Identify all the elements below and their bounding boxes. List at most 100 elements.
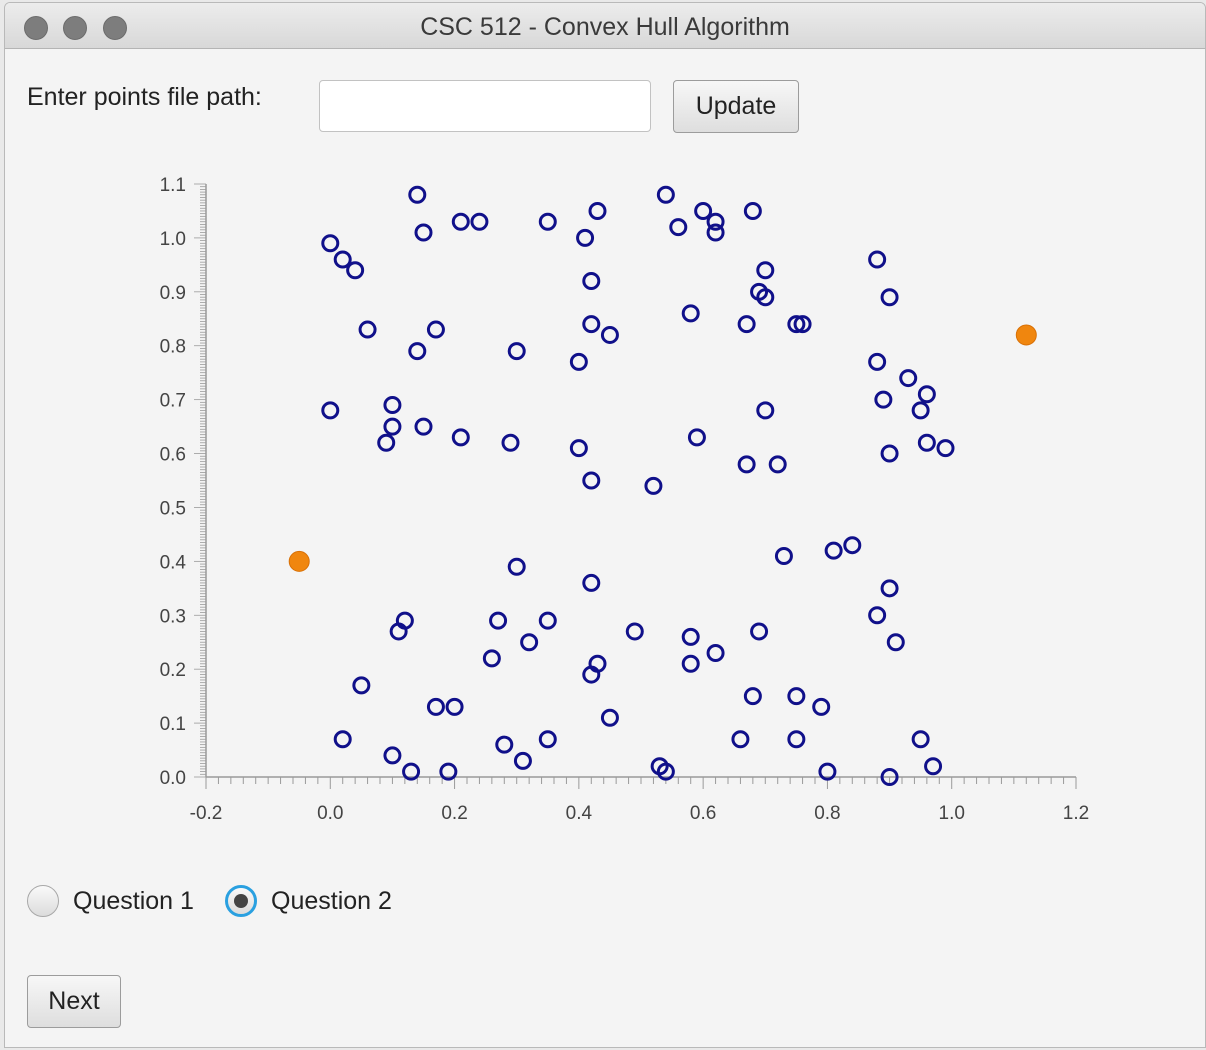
data-point	[743, 201, 762, 220]
x-tick-label: 0.4	[566, 803, 593, 824]
question-2-radio[interactable]	[225, 885, 257, 917]
y-tick-label: 0.6	[160, 445, 186, 466]
data-point	[706, 644, 725, 663]
data-point	[414, 223, 433, 242]
y-tick-label: 0.0	[160, 768, 186, 789]
data-point	[756, 401, 775, 420]
data-point	[818, 762, 837, 781]
data-point	[911, 401, 930, 420]
scatter-chart: -0.2 0.0 0.2 0.4 0.6 0.8 1.0 1.20.00.10.20.30.4…	[160, 175, 1090, 824]
data-point	[824, 541, 843, 560]
data-point	[768, 455, 787, 474]
close-window-icon[interactable]	[24, 16, 48, 40]
data-point	[513, 751, 532, 770]
question-1-radio[interactable]	[27, 885, 59, 917]
data-point	[582, 665, 601, 684]
data-point	[924, 757, 943, 776]
data-point	[352, 676, 371, 695]
data-point	[333, 730, 352, 749]
data-point	[917, 433, 936, 452]
x-tick-label: 0.0	[317, 803, 343, 824]
data-point	[377, 433, 396, 452]
y-tick-label: 0.7	[160, 391, 186, 412]
data-point	[737, 455, 756, 474]
data-point	[936, 439, 955, 458]
data-point	[737, 315, 756, 334]
data-point	[426, 320, 445, 339]
data-point	[880, 579, 899, 598]
path-input[interactable]	[319, 80, 651, 132]
data-point	[669, 218, 688, 237]
data-point	[495, 735, 514, 754]
data-point	[644, 476, 663, 495]
data-point	[582, 272, 601, 291]
data-point	[482, 649, 501, 668]
data-point	[321, 234, 340, 253]
x-tick-label: 0.6	[690, 803, 716, 824]
data-point	[656, 762, 675, 781]
data-point	[681, 654, 700, 673]
data-point	[899, 369, 918, 388]
data-point	[874, 390, 893, 409]
data-point	[706, 223, 725, 242]
data-point	[445, 697, 464, 716]
data-point	[576, 228, 595, 247]
data-point	[439, 762, 458, 781]
hull-point	[288, 550, 310, 572]
data-point	[812, 697, 831, 716]
data-point	[787, 315, 806, 334]
data-point	[414, 417, 433, 436]
y-tick-label: 0.5	[160, 498, 186, 519]
update-button[interactable]: Update	[673, 80, 799, 133]
y-tick-label: 0.8	[160, 337, 186, 358]
data-point	[489, 611, 508, 630]
data-point	[383, 396, 402, 415]
data-point	[687, 428, 706, 447]
next-button[interactable]: Next	[27, 975, 121, 1028]
y-tick-label: 1.0	[160, 229, 186, 250]
data-point	[408, 342, 427, 361]
y-tick-label: 0.1	[160, 714, 186, 735]
data-point	[582, 315, 601, 334]
hull-point	[1015, 324, 1037, 346]
y-tick-label: 1.1	[160, 175, 186, 196]
data-point	[333, 250, 352, 269]
data-point	[426, 697, 445, 716]
radio-selected-dot	[234, 894, 248, 908]
question-1-option[interactable]: Question 1	[27, 881, 217, 921]
path-label: Enter points file path:	[27, 83, 262, 111]
zoom-window-icon[interactable]	[103, 16, 127, 40]
data-point	[750, 622, 769, 641]
title-bar: CSC 512 - Convex Hull Algorithm	[5, 3, 1205, 49]
app-window: CSC 512 - Convex Hull Algorithm Enter po…	[4, 2, 1206, 1048]
data-point	[538, 730, 557, 749]
data-point	[470, 212, 489, 231]
data-point	[507, 342, 526, 361]
question-2-option[interactable]: Question 2	[225, 881, 415, 921]
data-point	[389, 622, 408, 641]
y-tick-label: 0.9	[160, 283, 186, 304]
data-point	[743, 687, 762, 706]
data-point	[880, 288, 899, 307]
data-point	[402, 762, 421, 781]
question-1-label: Question 1	[73, 887, 194, 915]
y-tick-label: 0.2	[160, 660, 186, 681]
data-point	[886, 633, 905, 652]
data-point	[787, 687, 806, 706]
y-tick-label: 0.4	[160, 552, 187, 573]
window-title: CSC 512 - Convex Hull Algorithm	[420, 13, 790, 41]
data-point	[756, 288, 775, 307]
data-point	[600, 325, 619, 344]
minimize-window-icon[interactable]	[63, 16, 87, 40]
data-point	[868, 352, 887, 371]
data-point	[569, 352, 588, 371]
data-point	[880, 444, 899, 463]
data-point	[793, 315, 812, 334]
data-point	[520, 633, 539, 652]
data-point	[582, 573, 601, 592]
x-tick-label: 1.2	[1063, 803, 1089, 824]
x-tick-label: 0.2	[441, 803, 467, 824]
data-point	[451, 212, 470, 231]
data-point	[600, 708, 619, 727]
x-tick-label: -0.2	[190, 803, 223, 824]
